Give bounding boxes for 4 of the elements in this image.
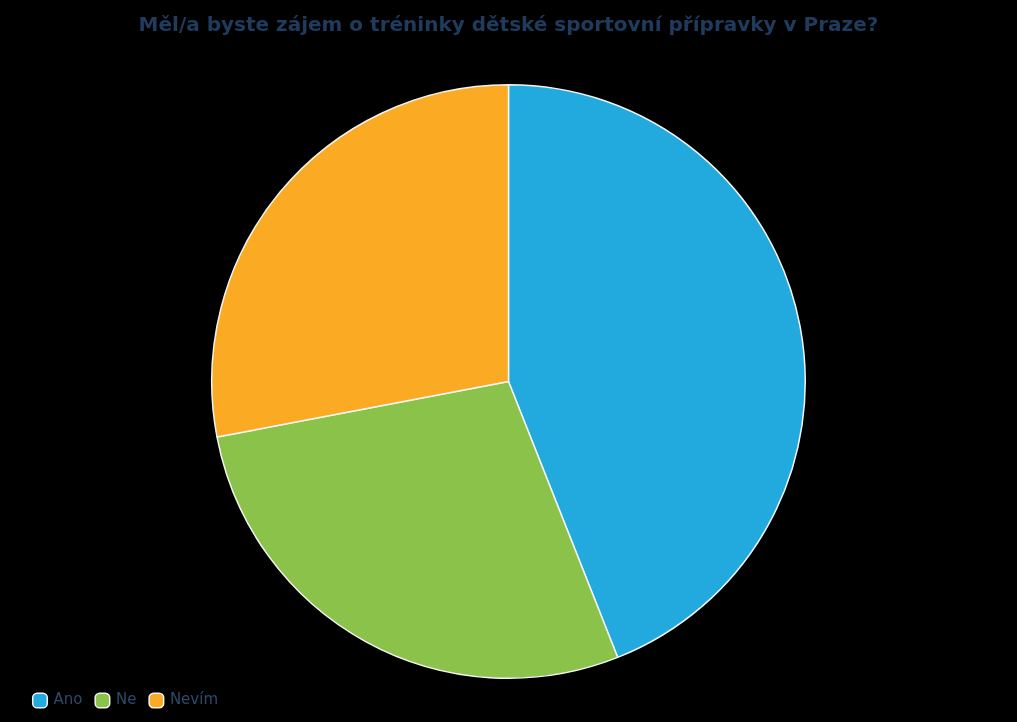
- legend-label: Nevím: [169, 690, 218, 709]
- legend-label: Ano: [53, 690, 83, 709]
- legend-label: Ne: [115, 690, 137, 709]
- chart-title: Měl/a byste zájem o tréninky dětské sportovní přípravky v Praze?: [138, 12, 879, 37]
